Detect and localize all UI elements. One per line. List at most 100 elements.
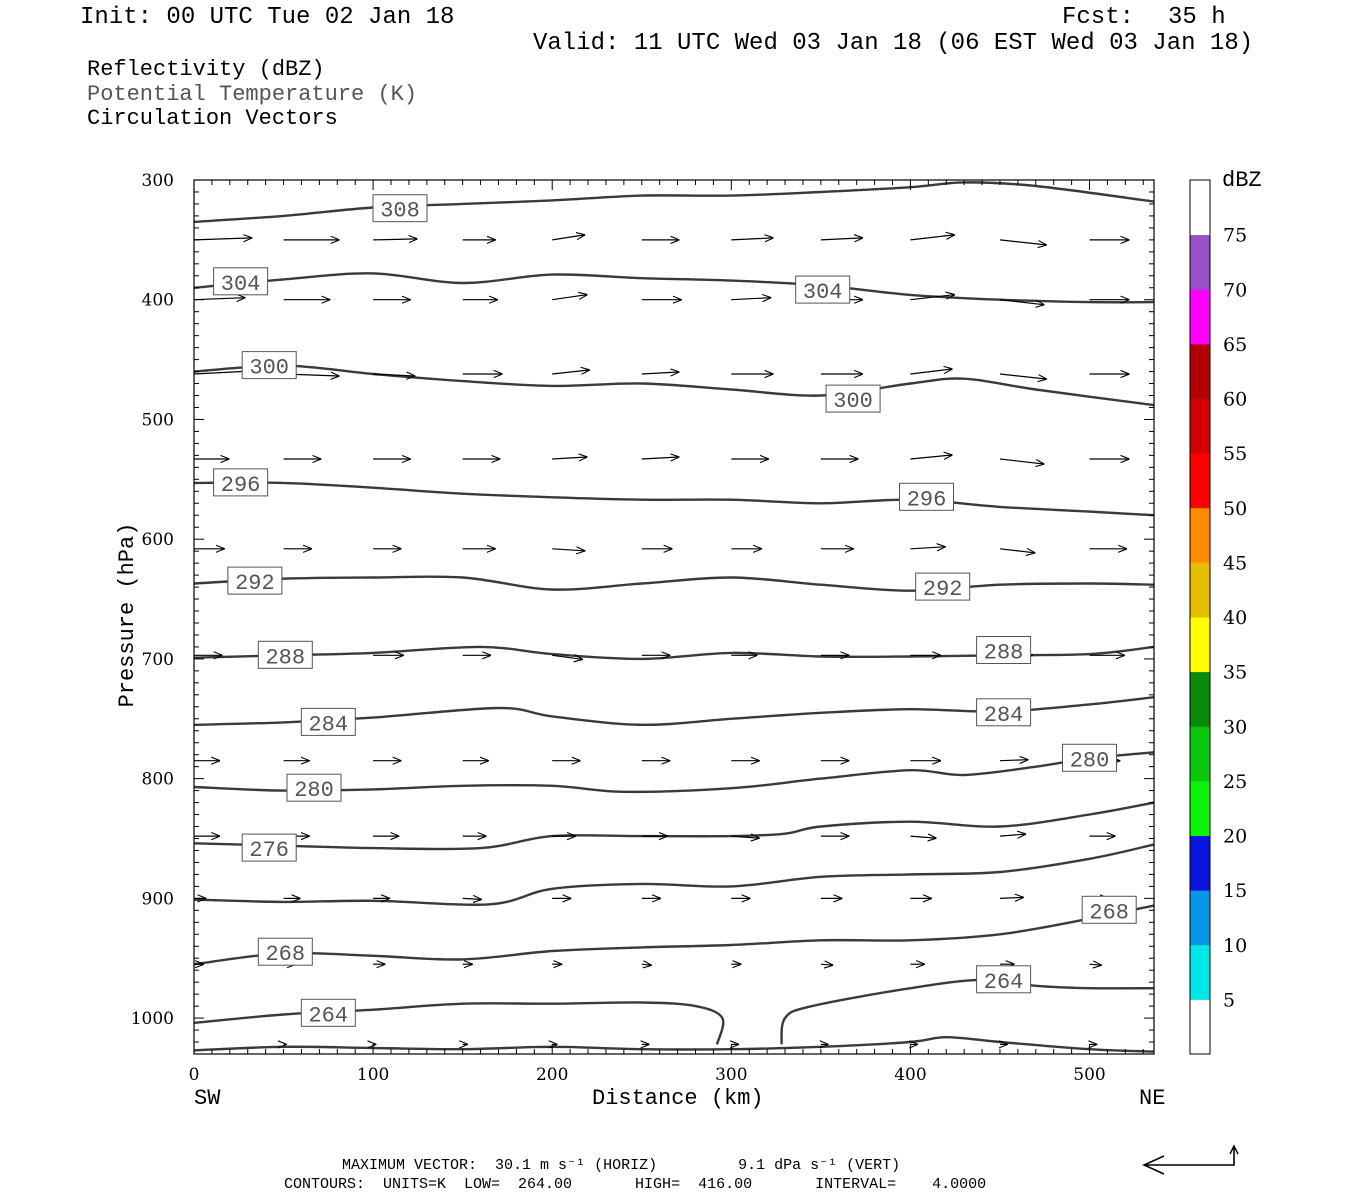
colorbar-level-label: 65 xyxy=(1223,334,1247,356)
circulation-vector xyxy=(641,372,679,374)
contour-info: CONTOURS: UNITS=K LOW= 264.00 HIGH= 416.… xyxy=(284,1176,987,1193)
svg-text:288: 288 xyxy=(265,645,305,670)
theta-contour-268 xyxy=(194,904,1154,966)
circulation-vector xyxy=(999,299,1044,305)
colorbar-level-label: 5 xyxy=(1223,989,1235,1011)
colorbar-swatch xyxy=(1190,343,1210,399)
circulation-vector xyxy=(999,373,1046,379)
contour-label-268: 268 xyxy=(1081,895,1137,925)
theta-contour-260 xyxy=(194,1035,1154,1053)
y-tick-label: 500 xyxy=(142,410,174,430)
x-right-label: NE xyxy=(1139,1086,1166,1111)
init-time: Init: 00 UTC Tue 02 Jan 18 xyxy=(80,4,455,31)
circulation-vector xyxy=(999,834,1025,836)
circulation-vector xyxy=(910,547,945,549)
x-tick-label: 500 xyxy=(1073,1065,1105,1085)
theta-contour-292 xyxy=(194,575,1154,592)
svg-text:304: 304 xyxy=(221,272,261,297)
colorbar-swatch xyxy=(1190,453,1210,509)
contour-labels: 308 304 304 300 300 296 296 292 292 288 288 284 284 2… xyxy=(213,194,1137,1028)
theta-contour-264 xyxy=(194,1001,725,1045)
circulation-vector xyxy=(910,235,954,241)
contour-label-292: 292 xyxy=(227,566,283,596)
field-circulation-vectors: Circulation Vectors xyxy=(87,106,338,131)
circulation-vector xyxy=(999,897,1023,898)
circulation-vector xyxy=(552,457,587,459)
colorbar-swatch xyxy=(1190,180,1210,236)
x-tick-label: 300 xyxy=(715,1065,747,1085)
theta-contour-304 xyxy=(194,272,1154,304)
svg-text:268: 268 xyxy=(265,942,305,967)
circulation-vector xyxy=(552,655,582,659)
y-axis-title: Pressure (hPa) xyxy=(115,522,140,708)
svg-text:268: 268 xyxy=(1089,900,1129,925)
y-tick-label: 900 xyxy=(142,889,174,909)
contour-label-264: 264 xyxy=(976,965,1032,995)
contour-label-284: 284 xyxy=(976,698,1032,728)
colorbar-level-label: 40 xyxy=(1223,607,1247,629)
colorbar-swatch xyxy=(1190,398,1210,454)
y-tick-label: 300 xyxy=(142,171,174,191)
circulation-vector xyxy=(910,455,951,459)
x-tick-label: 100 xyxy=(357,1065,389,1085)
colorbar-swatch xyxy=(1190,617,1210,673)
circulation-vector xyxy=(373,239,417,240)
colorbar-level-label: 70 xyxy=(1223,279,1247,301)
colorbar-level-label: 35 xyxy=(1223,662,1247,684)
svg-text:292: 292 xyxy=(923,577,963,602)
colorbar-swatch xyxy=(1190,289,1210,345)
circulation-vector xyxy=(999,760,1028,761)
maximum-vector-info: MAXIMUM VECTOR: 30.1 m s⁻¹ (HORIZ) 9.1 d… xyxy=(342,1157,901,1174)
contour-label-288: 288 xyxy=(257,640,313,670)
colorbar-level-label: 30 xyxy=(1223,716,1247,738)
theta-contour-280 xyxy=(194,751,1154,794)
field-reflectivity: Reflectivity (dBZ) xyxy=(87,57,325,82)
colorbar-level-label: 10 xyxy=(1223,935,1247,957)
contour-label-264: 264 xyxy=(300,998,356,1028)
theta-contour-308 xyxy=(194,181,1154,224)
colorbar-swatch xyxy=(1190,999,1210,1055)
y-tick-label: 700 xyxy=(142,650,174,670)
circulation-vector xyxy=(731,298,770,300)
circulation-vector xyxy=(910,836,935,838)
contour-label-304: 304 xyxy=(213,267,269,297)
colorbar-title: dBZ xyxy=(1222,168,1262,193)
contour-label-288: 288 xyxy=(976,636,1032,666)
circulation-vector xyxy=(1089,964,1102,965)
theta-contour-300 xyxy=(194,364,1154,407)
colorbar-frame xyxy=(1189,179,1211,1055)
contour-label-300: 300 xyxy=(825,384,881,414)
svg-text:308: 308 xyxy=(380,199,420,224)
colorbar-level-label: 25 xyxy=(1223,771,1247,793)
x-tick-label: 0 xyxy=(189,1065,200,1085)
forecast-hour: 35 h xyxy=(1168,4,1226,31)
circulation-vector xyxy=(194,238,252,240)
svg-text:288: 288 xyxy=(984,641,1024,666)
plot-frame xyxy=(193,179,1155,1055)
y-tick-label: 1000 xyxy=(131,1009,174,1029)
colorbar-level-label: 55 xyxy=(1223,443,1247,465)
theta-contours xyxy=(194,181,1154,1053)
contour-label-284: 284 xyxy=(300,707,356,737)
theta-contour-264 xyxy=(780,978,1154,1045)
circulation-vector xyxy=(910,295,954,301)
circulation-vector xyxy=(731,238,772,240)
svg-text:280: 280 xyxy=(294,778,334,803)
plot-axes: 0 100 200 300 400 500 300 400 500 600 700 800 900 100… xyxy=(131,171,1155,1085)
circulation-vector xyxy=(999,239,1046,245)
svg-text:276: 276 xyxy=(249,838,289,863)
circulation-vector xyxy=(552,295,587,301)
contour-label-276: 276 xyxy=(241,833,297,863)
colorbar-swatch xyxy=(1190,780,1210,836)
y-tick-label: 400 xyxy=(142,291,174,311)
colorbar: 5 10 15 20 25 30 35 40 45 50 55 60 65 70 75 xyxy=(1189,179,1247,1055)
colorbar-level-label: 60 xyxy=(1223,389,1247,411)
x-tick-label: 200 xyxy=(536,1065,568,1085)
circulation-vector xyxy=(462,898,481,899)
colorbar-swatch xyxy=(1190,507,1210,563)
contour-label-300: 300 xyxy=(241,351,297,381)
circulation-vector xyxy=(820,238,862,240)
colorbar-swatch xyxy=(1190,835,1210,891)
colorbar-level-label: 45 xyxy=(1223,552,1247,574)
